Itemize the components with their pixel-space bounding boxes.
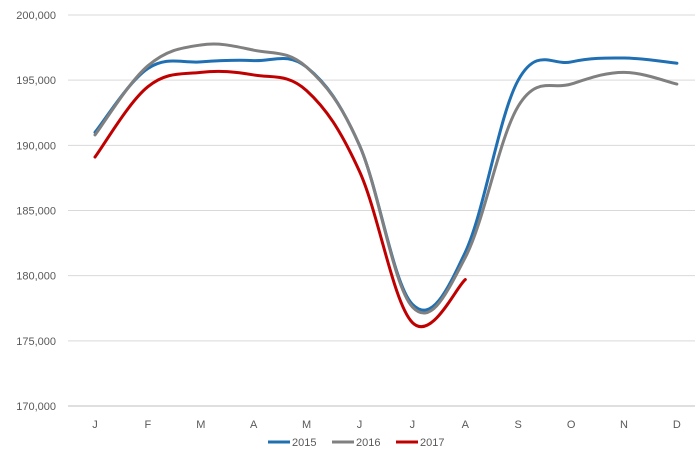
x-tick-label: S (515, 419, 522, 431)
y-tick-label: 175,000 (16, 336, 56, 348)
y-axis-tick-labels: 170,000 175,000 180,000 185,000 190,000 195,0… (16, 10, 56, 413)
legend-label: 2015 (292, 437, 316, 449)
x-tick-label: F (145, 419, 152, 431)
x-tick-label: A (250, 419, 258, 431)
x-tick-label: N (620, 419, 628, 431)
legend: 2015 2016 2017 (268, 437, 444, 449)
y-tick-label: 170,000 (16, 401, 56, 413)
x-tick-label: M (302, 419, 311, 431)
series-line-2016 (93, 42, 679, 315)
gridlines (68, 14, 695, 407)
series-line-2015 (93, 56, 679, 312)
x-tick-label: M (196, 419, 205, 431)
y-tick-label: 190,000 (16, 140, 56, 152)
legend-label: 2016 (356, 437, 380, 449)
y-tick-label: 185,000 (16, 206, 56, 218)
legend-label: 2017 (420, 437, 444, 449)
x-tick-label: J (410, 419, 416, 431)
x-tick-label: D (673, 419, 681, 431)
x-tick-label: J (357, 419, 363, 431)
y-tick-label: 195,000 (16, 75, 56, 87)
x-tick-label: O (567, 419, 576, 431)
y-tick-label: 180,000 (16, 271, 56, 283)
x-tick-label: J (92, 419, 98, 431)
x-tick-label: A (462, 419, 470, 431)
y-tick-label: 200,000 (16, 10, 56, 22)
series-lines (93, 42, 679, 328)
series-line-2017 (93, 69, 467, 328)
